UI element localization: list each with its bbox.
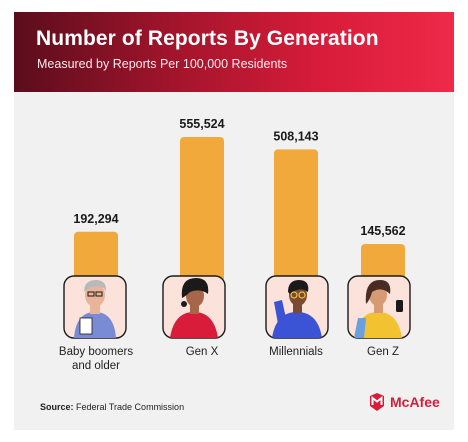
chart-title: Number of Reports By Generation: [36, 27, 379, 50]
bar-chart: 192,294 555,524 508,143 145,562 Baby boomer…: [59, 117, 411, 372]
value-label-2: 508,143: [273, 129, 318, 143]
gen-x-avatar-icon: [162, 275, 226, 339]
category-label-3: Gen Z: [367, 346, 399, 358]
mcafee-shield-icon: [370, 393, 384, 411]
gen-z-avatar-icon: [347, 275, 411, 339]
category-label-1: Gen X: [186, 346, 219, 358]
bar-3: [361, 244, 405, 282]
infographic-card: Number of Reports By Generation Measured…: [14, 12, 454, 430]
bar-0: [74, 231, 118, 282]
source-label: Source:: [40, 402, 74, 412]
header-banner: Number of Reports By Generation Measured…: [14, 12, 454, 92]
value-label-3: 145,562: [360, 224, 405, 238]
millennial-avatar-icon: [265, 275, 329, 339]
value-label-1: 555,524: [179, 117, 224, 131]
category-label-0-line-1: and older: [72, 360, 120, 372]
brand-name: McAfee: [390, 394, 440, 410]
chart-subtitle: Measured by Reports Per 100,000 Resident…: [37, 57, 288, 71]
category-label-2: Millennials: [269, 346, 323, 358]
bar-1: [180, 137, 224, 282]
mcafee-logo: McAfee: [368, 390, 440, 414]
source-text: Federal Trade Commission: [76, 402, 185, 412]
category-label-0-line-0: Baby boomers: [59, 346, 133, 358]
source-note: Source: Federal Trade Commission: [40, 402, 184, 412]
bar-2: [274, 149, 318, 282]
baby-boomer-avatar-icon: [63, 275, 127, 339]
value-label-0: 192,294: [73, 212, 118, 226]
